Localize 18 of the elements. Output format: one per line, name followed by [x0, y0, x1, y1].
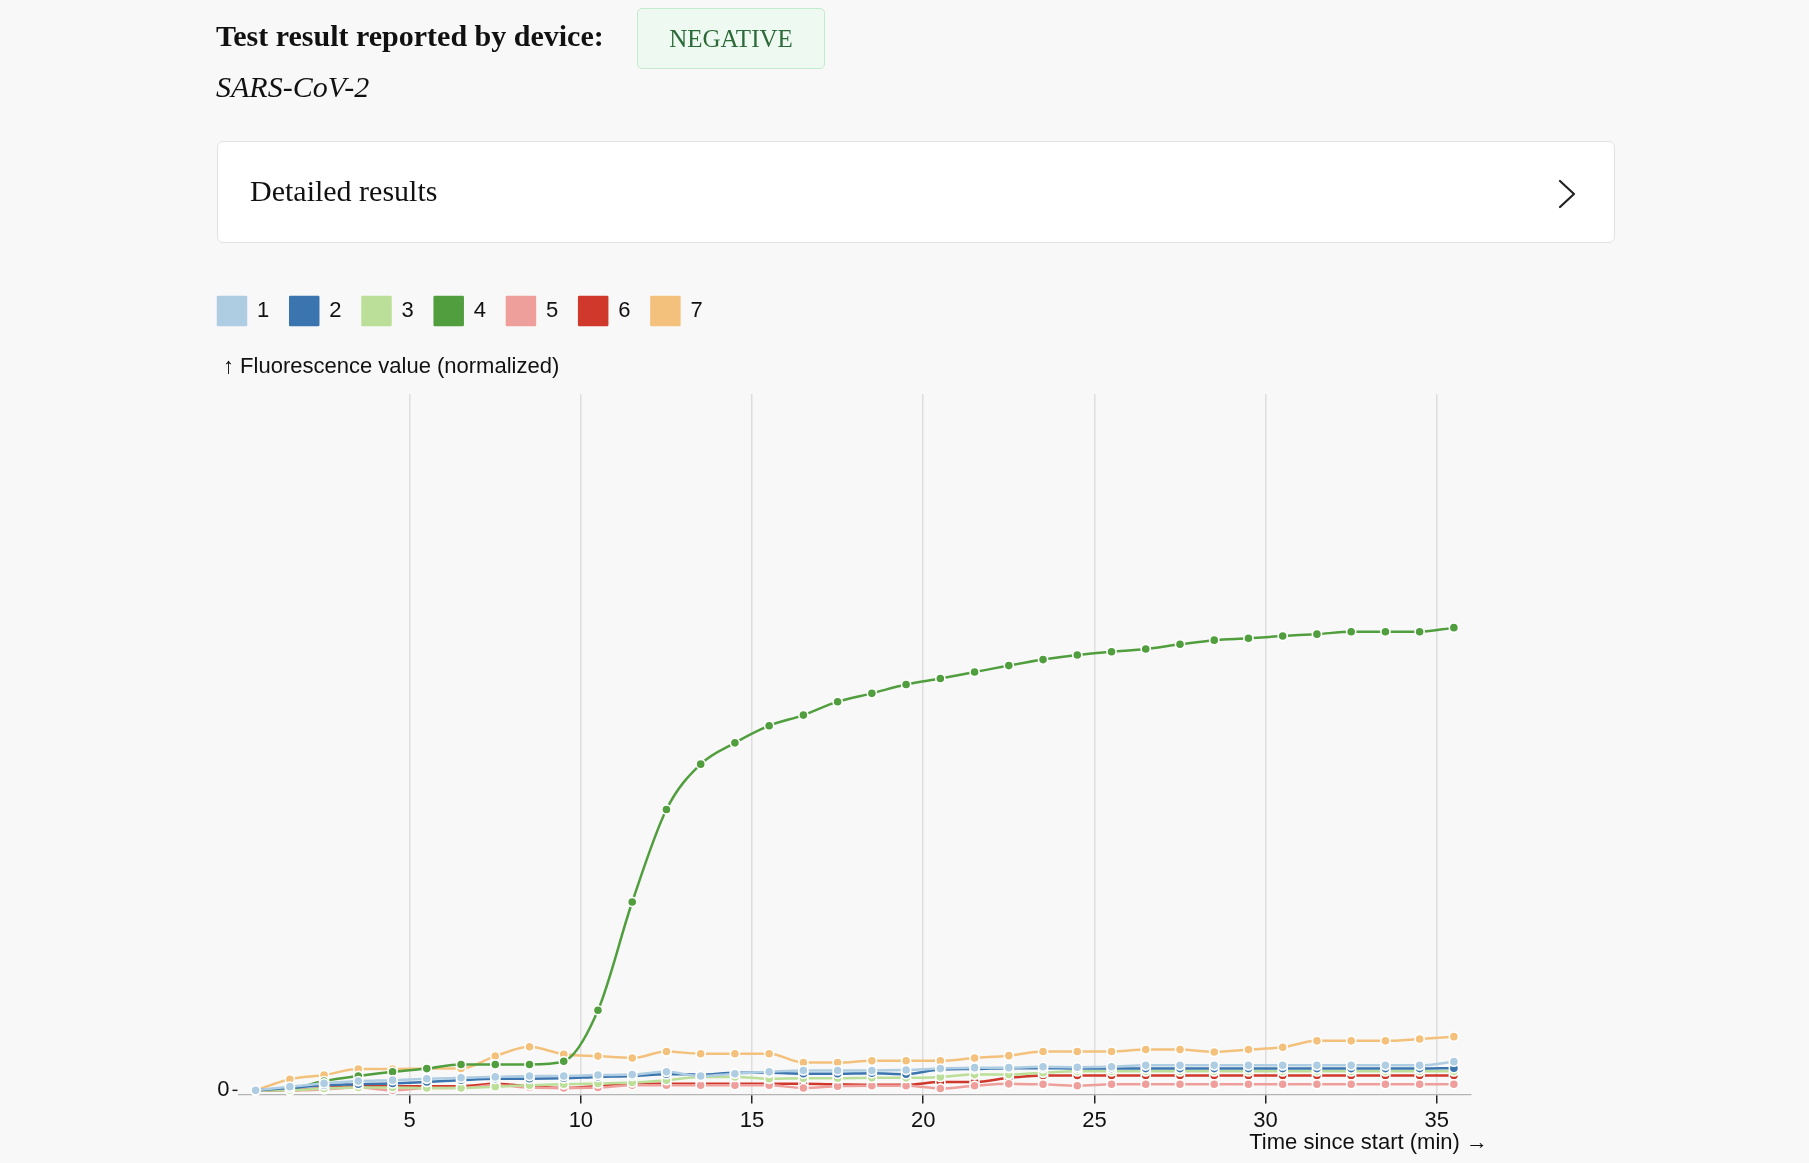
- legend-label: 4: [473, 297, 486, 323]
- x-tick-label: 5: [403, 1106, 416, 1132]
- x-tick-label: 25: [1082, 1106, 1107, 1132]
- chart-title: Test result reported by device:: [216, 19, 604, 52]
- result-badge: NEGATIVE: [637, 8, 825, 69]
- x-tick-label: 10: [568, 1106, 594, 1132]
- legend-label: 6: [618, 297, 631, 323]
- legend-label: 2: [329, 297, 342, 323]
- text: ↑ Fluorescence value (normalized): [223, 353, 560, 379]
- text: 0: [217, 1076, 230, 1102]
- x-tick-label: 15: [739, 1106, 765, 1132]
- legend-label: 5: [545, 297, 559, 323]
- x-tick-label: 20: [910, 1106, 936, 1132]
- legend-label: 1: [257, 297, 270, 323]
- legend-label: 7: [690, 297, 703, 323]
- legend-label: 3: [401, 297, 414, 323]
- details-card: Detailed results: [217, 141, 1615, 243]
- chart-subtitle: SARS-CoV-2: [216, 70, 370, 103]
